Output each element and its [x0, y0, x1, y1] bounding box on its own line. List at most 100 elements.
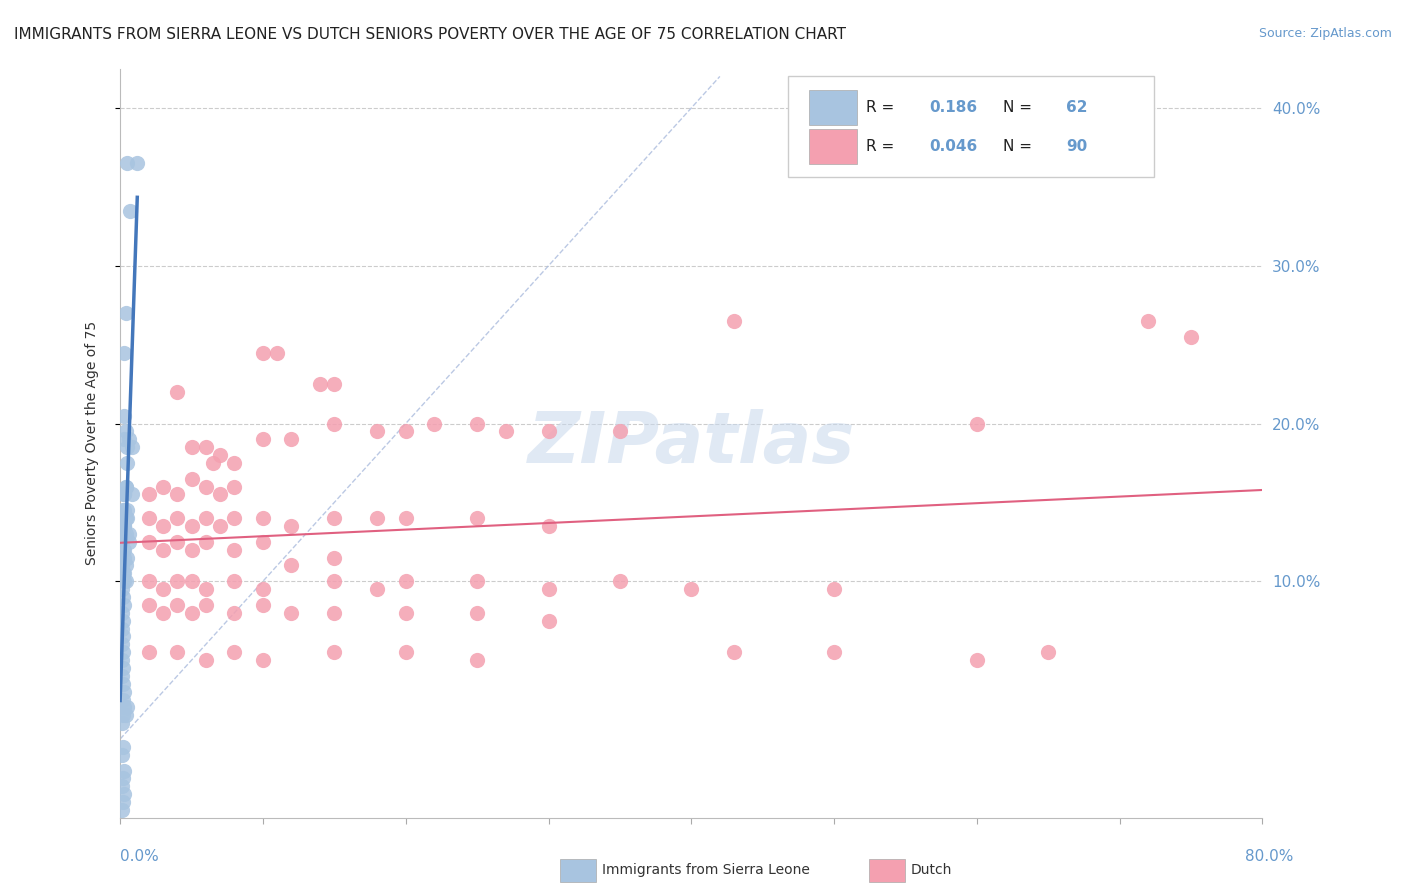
Point: [224, 574, 246, 589]
Point: [465, 606, 488, 620]
Text: 90: 90: [1066, 139, 1087, 154]
Point: [166, 574, 188, 589]
Point: [110, 558, 132, 573]
Point: [110, 653, 132, 667]
Point: [609, 574, 631, 589]
Point: [395, 574, 418, 589]
Text: 0.046: 0.046: [929, 139, 977, 154]
Point: [110, 637, 132, 651]
Point: [1038, 645, 1060, 659]
Point: [115, 527, 138, 541]
Point: [537, 582, 560, 596]
Point: [723, 314, 745, 328]
Point: [112, 700, 135, 714]
Point: [118, 432, 141, 446]
Point: [117, 511, 139, 525]
Point: [395, 511, 418, 525]
Point: [180, 519, 202, 533]
Point: [112, 764, 135, 778]
Point: [224, 480, 246, 494]
Point: [115, 480, 138, 494]
Point: [252, 345, 274, 359]
Point: [111, 566, 134, 581]
Point: [121, 440, 143, 454]
Point: [224, 456, 246, 470]
Point: [395, 425, 418, 439]
Point: [194, 598, 217, 612]
Point: [117, 440, 139, 454]
Point: [111, 542, 134, 557]
Point: [224, 542, 246, 557]
Point: [152, 606, 174, 620]
Point: [115, 574, 138, 589]
Point: [823, 645, 845, 659]
Point: [194, 440, 217, 454]
Text: 0.0%: 0.0%: [120, 849, 159, 863]
Point: [111, 677, 134, 691]
Point: [111, 692, 134, 706]
Point: [366, 511, 388, 525]
Point: [323, 377, 346, 392]
Point: [323, 550, 346, 565]
Point: [138, 645, 160, 659]
Point: [395, 606, 418, 620]
Point: [110, 803, 132, 817]
Point: [366, 582, 388, 596]
Text: Immigrants from Sierra Leone: Immigrants from Sierra Leone: [602, 863, 810, 877]
Point: [115, 558, 138, 573]
Point: [110, 582, 132, 596]
Point: [121, 487, 143, 501]
Point: [252, 582, 274, 596]
Point: [110, 747, 132, 762]
Point: [127, 156, 149, 170]
Point: [115, 480, 138, 494]
Point: [112, 487, 135, 501]
Point: [110, 606, 132, 620]
Point: [111, 527, 134, 541]
Point: [152, 519, 174, 533]
FancyBboxPatch shape: [808, 90, 856, 125]
Point: [111, 661, 134, 675]
Point: [194, 511, 217, 525]
Text: ZIPatlas: ZIPatlas: [527, 409, 855, 478]
Point: [120, 203, 142, 218]
Point: [112, 519, 135, 533]
Point: [138, 487, 160, 501]
Point: [117, 700, 139, 714]
Text: IMMIGRANTS FROM SIERRA LEONE VS DUTCH SENIORS POVERTY OVER THE AGE OF 75 CORRELA: IMMIGRANTS FROM SIERRA LEONE VS DUTCH SE…: [14, 27, 846, 42]
Point: [194, 582, 217, 596]
Point: [152, 582, 174, 596]
Point: [323, 417, 346, 431]
Point: [209, 487, 232, 501]
Point: [194, 653, 217, 667]
Point: [138, 598, 160, 612]
Text: N =: N =: [1002, 139, 1032, 154]
Point: [112, 574, 135, 589]
Point: [537, 519, 560, 533]
Point: [111, 772, 134, 786]
Point: [495, 425, 517, 439]
Point: [112, 503, 135, 517]
Point: [110, 622, 132, 636]
Point: [152, 542, 174, 557]
Point: [110, 669, 132, 683]
Point: [280, 558, 302, 573]
Point: [823, 582, 845, 596]
Point: [537, 425, 560, 439]
FancyBboxPatch shape: [789, 76, 1154, 178]
Point: [180, 440, 202, 454]
Point: [138, 574, 160, 589]
Point: [166, 487, 188, 501]
Y-axis label: Seniors Poverty Over the Age of 75: Seniors Poverty Over the Age of 75: [86, 321, 100, 566]
Point: [966, 653, 988, 667]
Point: [117, 456, 139, 470]
Point: [180, 606, 202, 620]
Point: [681, 582, 703, 596]
Point: [111, 590, 134, 604]
Point: [366, 425, 388, 439]
Point: [323, 511, 346, 525]
Point: [166, 511, 188, 525]
Point: [117, 503, 139, 517]
Point: [117, 156, 139, 170]
Point: [201, 456, 224, 470]
